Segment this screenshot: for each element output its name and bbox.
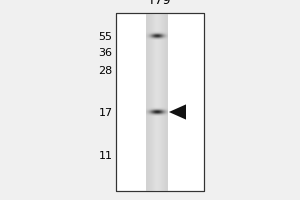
Text: 55: 55 <box>98 32 112 42</box>
Polygon shape <box>169 104 186 120</box>
Text: 11: 11 <box>98 151 112 161</box>
Bar <box>116 13 204 191</box>
Text: 36: 36 <box>98 48 112 58</box>
Text: Y79: Y79 <box>148 0 172 7</box>
Bar <box>116 13 204 191</box>
Text: 28: 28 <box>98 66 112 76</box>
Bar <box>146 13 167 191</box>
Text: 17: 17 <box>98 108 112 118</box>
